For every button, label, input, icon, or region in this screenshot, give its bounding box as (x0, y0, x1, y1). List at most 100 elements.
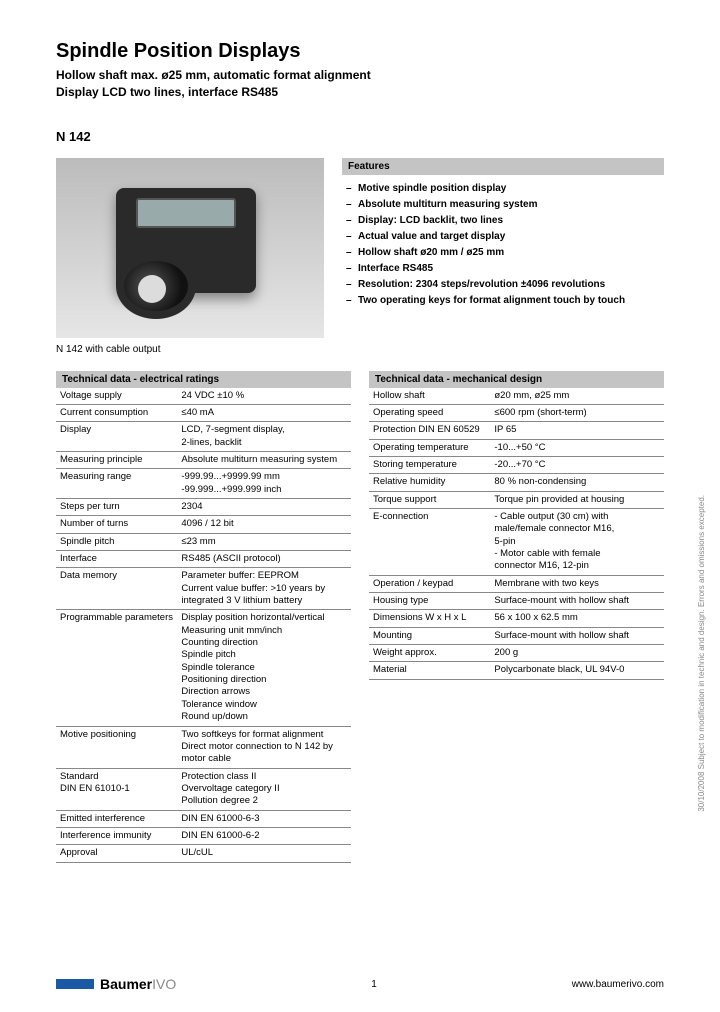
row-label: Steps per turn (60, 501, 181, 513)
model-number: N 142 (56, 129, 664, 144)
page-number: 1 (371, 979, 377, 990)
table-row: Programmable parametersDisplay position … (56, 610, 351, 726)
row-label: Torque support (373, 494, 494, 506)
row-value: DIN EN 61000-6-3 (181, 813, 349, 825)
row-value: Protection class II Overvoltage category… (181, 771, 349, 808)
row-label: Interface (60, 553, 181, 565)
row-label: Approval (60, 847, 181, 859)
table-row: Interference immunityDIN EN 61000-6-2 (56, 828, 351, 845)
row-label: Standard DIN EN 61010-1 (60, 771, 181, 808)
table-row: Spindle pitch≤23 mm (56, 534, 351, 551)
feature-item: –Resolution: 2304 steps/revolution ±4096… (346, 277, 660, 293)
row-value: ≤40 mA (181, 407, 349, 419)
website-url: www.baumerivo.com (572, 979, 664, 990)
row-label: Hollow shaft (373, 390, 494, 402)
row-label: Weight approx. (373, 647, 494, 659)
table-row: MountingSurface-mount with hollow shaft (369, 628, 664, 645)
row-value: 56 x 100 x 62.5 mm (494, 612, 662, 624)
row-value: UL/cUL (181, 847, 349, 859)
row-label: Emitted interference (60, 813, 181, 825)
row-label: Programmable parameters (60, 612, 181, 723)
row-value: DIN EN 61000-6-2 (181, 830, 349, 842)
row-value: - Cable output (30 cm) with male/female … (494, 511, 662, 573)
row-value: Polycarbonate black, UL 94V-0 (494, 664, 662, 676)
table-row: Weight approx.200 g (369, 645, 664, 662)
row-value: -10...+50 °C (494, 442, 662, 454)
row-value: 4096 / 12 bit (181, 518, 349, 530)
row-value: IP 65 (494, 424, 662, 436)
row-value: -999.99...+9999.99 mm -99.999...+999.999… (181, 471, 349, 496)
row-label: E-connection (373, 511, 494, 573)
table-row: Measuring range-999.99...+9999.99 mm -99… (56, 469, 351, 499)
table-row: Motive positioningTwo softkeys for forma… (56, 727, 351, 769)
row-label: Current consumption (60, 407, 181, 419)
row-label: Relative humidity (373, 476, 494, 488)
feature-item: –Interface RS485 (346, 261, 660, 277)
row-value: Torque pin provided at housing (494, 494, 662, 506)
electrical-header: Technical data - electrical ratings (56, 371, 351, 388)
table-row: Housing typeSurface-mount with hollow sh… (369, 593, 664, 610)
feature-item: –Motive spindle position display (346, 181, 660, 197)
row-value: 200 g (494, 647, 662, 659)
row-label: Housing type (373, 595, 494, 607)
feature-item: –Actual value and target display (346, 229, 660, 245)
table-row: Storing temperature-20...+70 °C (369, 457, 664, 474)
electrical-table: Technical data - electrical ratings Volt… (56, 371, 351, 863)
feature-item: –Absolute multiturn measuring system (346, 197, 660, 213)
row-label: Operating speed (373, 407, 494, 419)
table-row: Operating temperature-10...+50 °C (369, 440, 664, 457)
row-value: Parameter buffer: EEPROM Current value b… (181, 570, 349, 607)
row-label: Spindle pitch (60, 536, 181, 548)
table-row: Voltage supply24 VDC ±10 % (56, 388, 351, 405)
table-row: DisplayLCD, 7-segment display, 2-lines, … (56, 422, 351, 452)
page-subtitle: Hollow shaft max. ø25 mm, automatic form… (56, 67, 664, 101)
subtitle-line-1: Hollow shaft max. ø25 mm, automatic form… (56, 67, 664, 84)
row-value: ≤600 rpm (short-term) (494, 407, 662, 419)
row-value: Two softkeys for format alignment Direct… (181, 729, 349, 766)
row-value: ø20 mm, ø25 mm (494, 390, 662, 402)
table-row: Operation / keypadMembrane with two keys (369, 576, 664, 593)
row-value: Membrane with two keys (494, 578, 662, 590)
table-row: E-connection- Cable output (30 cm) with … (369, 509, 664, 576)
page-title: Spindle Position Displays (56, 40, 664, 63)
features-list: –Motive spindle position display–Absolut… (342, 175, 664, 315)
row-value: Surface-mount with hollow shaft (494, 595, 662, 607)
row-value: Display position horizontal/vertical Mea… (181, 612, 349, 723)
logo-sub: IVO (152, 976, 176, 992)
logo-bar-icon (56, 979, 94, 989)
table-row: Data memoryParameter buffer: EEPROM Curr… (56, 568, 351, 610)
side-note: 30/10/2008 Subject to modification in te… (697, 495, 706, 812)
row-label: Measuring principle (60, 454, 181, 466)
row-value: Surface-mount with hollow shaft (494, 630, 662, 642)
row-value: -20...+70 °C (494, 459, 662, 471)
image-caption: N 142 with cable output (56, 344, 324, 355)
row-label: Operating temperature (373, 442, 494, 454)
mechanical-table: Technical data - mechanical design Hollo… (369, 371, 664, 863)
row-label: Material (373, 664, 494, 676)
row-label: Dimensions W x H x L (373, 612, 494, 624)
table-row: Torque supportTorque pin provided at hou… (369, 492, 664, 509)
table-row: Standard DIN EN 61010-1Protection class … (56, 769, 351, 811)
row-value: 2304 (181, 501, 349, 513)
feature-item: –Two operating keys for format alignment… (346, 293, 660, 309)
logo-main: Baumer (100, 976, 152, 992)
row-label: Mounting (373, 630, 494, 642)
table-row: Emitted interferenceDIN EN 61000-6-3 (56, 811, 351, 828)
table-row: ApprovalUL/cUL (56, 845, 351, 862)
row-label: Data memory (60, 570, 181, 607)
row-label: Motive positioning (60, 729, 181, 766)
table-row: InterfaceRS485 (ASCII protocol) (56, 551, 351, 568)
row-label: Storing temperature (373, 459, 494, 471)
row-label: Interference immunity (60, 830, 181, 842)
row-value: LCD, 7-segment display, 2-lines, backlit (181, 424, 349, 449)
row-value: Absolute multiturn measuring system (181, 454, 349, 466)
features-header: Features (342, 158, 664, 175)
row-label: Voltage supply (60, 390, 181, 402)
table-row: Current consumption≤40 mA (56, 405, 351, 422)
row-value: RS485 (ASCII protocol) (181, 553, 349, 565)
row-label: Number of turns (60, 518, 181, 530)
table-row: MaterialPolycarbonate black, UL 94V-0 (369, 662, 664, 679)
row-label: Operation / keypad (373, 578, 494, 590)
table-row: Dimensions W x H x L56 x 100 x 62.5 mm (369, 610, 664, 627)
row-value: 24 VDC ±10 % (181, 390, 349, 402)
